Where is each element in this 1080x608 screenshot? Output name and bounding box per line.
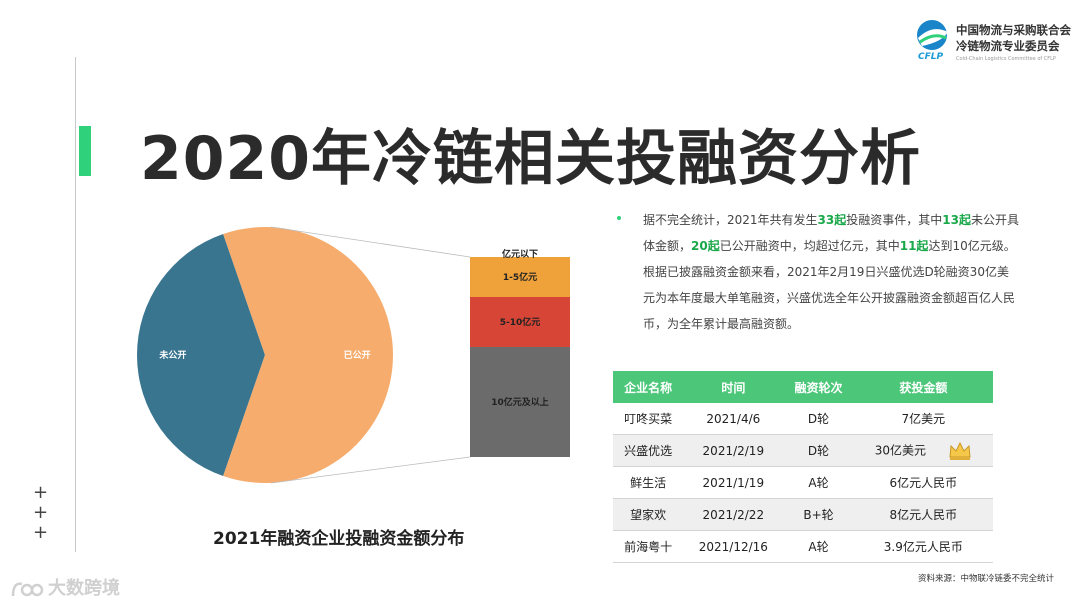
- pie-slice-label: 已公开: [344, 350, 371, 361]
- summary-highlight: 11起: [899, 239, 929, 253]
- title-accent-bar: [79, 126, 91, 176]
- table-header-cell: 企业名称: [613, 371, 684, 403]
- table-cell: 叮咚买菜: [613, 403, 684, 435]
- pie-slice: [137, 234, 265, 476]
- vertical-divider-line: [75, 57, 76, 552]
- logo-abbreviation: CFLP: [918, 52, 944, 62]
- connector-line: [270, 226, 471, 258]
- table-cell: 兴盛优选: [613, 434, 684, 467]
- table-header-cell: 时间: [683, 371, 784, 403]
- logo-subtitle: Cold-Chain Logistics Committee of CFLP: [956, 56, 1056, 62]
- table-cell: A轮: [783, 530, 854, 563]
- table-row: 兴盛优选 2021/2/19 D轮 30亿美元: [613, 434, 993, 467]
- table-header-row: 企业名称 时间 融资轮次 获投金额: [613, 371, 993, 403]
- table-cell: 2021/1/19: [683, 466, 784, 499]
- table-cell: 2021/2/19: [683, 434, 784, 467]
- summary-paragraph: 据不完全统计，2021年共有发生33起投融资事件，其中13起未公开具体金额，20…: [643, 207, 1019, 337]
- page-title: 2020年冷链相关投融资分析: [140, 124, 921, 194]
- plus-icon: +: [33, 482, 49, 503]
- chart-title: 2021年融资企业投融资金额分布: [213, 529, 465, 549]
- summary-highlight: 13起: [942, 213, 971, 227]
- table-header-cell: 融资轮次: [783, 371, 854, 403]
- summary-highlight: 33起: [817, 213, 847, 227]
- crown-icon: [949, 441, 971, 460]
- summary-text: 达到10亿元级。根据已披露融资金额来看，2021年2月19日兴盛优选D轮融资30…: [643, 239, 1016, 331]
- plus-icon: +: [33, 502, 49, 523]
- logo-line-2: 冷链物流专业委员会: [956, 39, 1060, 53]
- bar-segment: [470, 297, 570, 347]
- table-cell: 望家欢: [613, 498, 684, 531]
- summary-text: 未公开具体金额，: [643, 213, 1019, 253]
- funding-table: 企业名称 时间 融资轮次 获投金额 叮咚买菜 2021/4/6 D轮 7亿美元 …: [613, 371, 993, 563]
- bar-segment: [470, 347, 570, 457]
- table-cell: 6亿元人民币: [853, 466, 993, 499]
- watermark: 大数跨境: [10, 574, 120, 600]
- bar-segment-label: 10亿元及以上: [491, 396, 549, 408]
- cflp-globe-icon: [917, 20, 948, 50]
- watermark-logo-icon: [11, 582, 44, 597]
- table-cell: D轮: [783, 403, 854, 435]
- bar-segment-label: 5-10亿元: [500, 316, 541, 328]
- table-cell: 2021/12/16: [683, 530, 784, 563]
- watermark-text: 大数跨境: [48, 578, 120, 599]
- bar-segment-label: 亿元以下: [502, 248, 538, 260]
- table-cell: D轮: [783, 434, 854, 467]
- table-row: 望家欢 2021/2/22 B+轮 8亿元人民币: [613, 498, 993, 531]
- data-source-note: 资料来源：中物联冷链委不完全统计: [918, 574, 1055, 584]
- summary-text: 已公开融资中，均超过亿元，其中: [719, 239, 900, 253]
- table-cell: 2021/2/22: [683, 498, 784, 531]
- summary-text: 据不完全统计，2021年共有发生: [643, 213, 818, 227]
- table-cell: 鲜生活: [613, 466, 684, 499]
- pie-slice: [223, 227, 394, 484]
- summary-text: 投融资事件，其中: [846, 213, 943, 227]
- table-cell: 7亿美元: [853, 403, 993, 435]
- plus-icon: +: [33, 522, 49, 543]
- bar-segment: [470, 257, 570, 297]
- table-cell: 8亿元人民币: [853, 498, 993, 531]
- summary-highlight: 20起: [691, 239, 720, 253]
- table-cell-with-crown: 30亿美元: [853, 434, 993, 467]
- table-cell: 前海粤十: [613, 530, 684, 563]
- organization-logo: CFLP 中国物流与采购联合会 冷链物流专业委员会 Cold-Chain Log…: [912, 18, 1072, 64]
- table-cell: 3.9亿元人民币: [853, 530, 993, 563]
- table-row: 前海粤十 2021/12/16 A轮 3.9亿元人民币: [613, 530, 993, 563]
- bar-segment-label: 1-5亿元: [503, 271, 537, 283]
- pie-slice-label: 未公开: [158, 349, 186, 361]
- connector-line: [270, 456, 471, 484]
- table-header-cell: 获投金额: [853, 371, 993, 403]
- table-cell: A轮: [783, 466, 854, 499]
- table-cell: B+轮: [783, 498, 854, 531]
- logo-line-1: 中国物流与采购联合会: [956, 23, 1071, 37]
- table-cell: 30亿美元: [874, 443, 927, 457]
- bullet-dot: [617, 216, 621, 220]
- table-row: 叮咚买菜 2021/4/6 D轮 7亿美元: [613, 403, 993, 435]
- table-row: 鲜生活 2021/1/19 A轮 6亿元人民币: [613, 466, 993, 499]
- funding-distribution-chart: 未公开 已公开 10亿元及以上 5-10亿元 1-5亿元 亿元以下: [137, 226, 570, 484]
- table-cell: 2021/4/6: [683, 403, 784, 435]
